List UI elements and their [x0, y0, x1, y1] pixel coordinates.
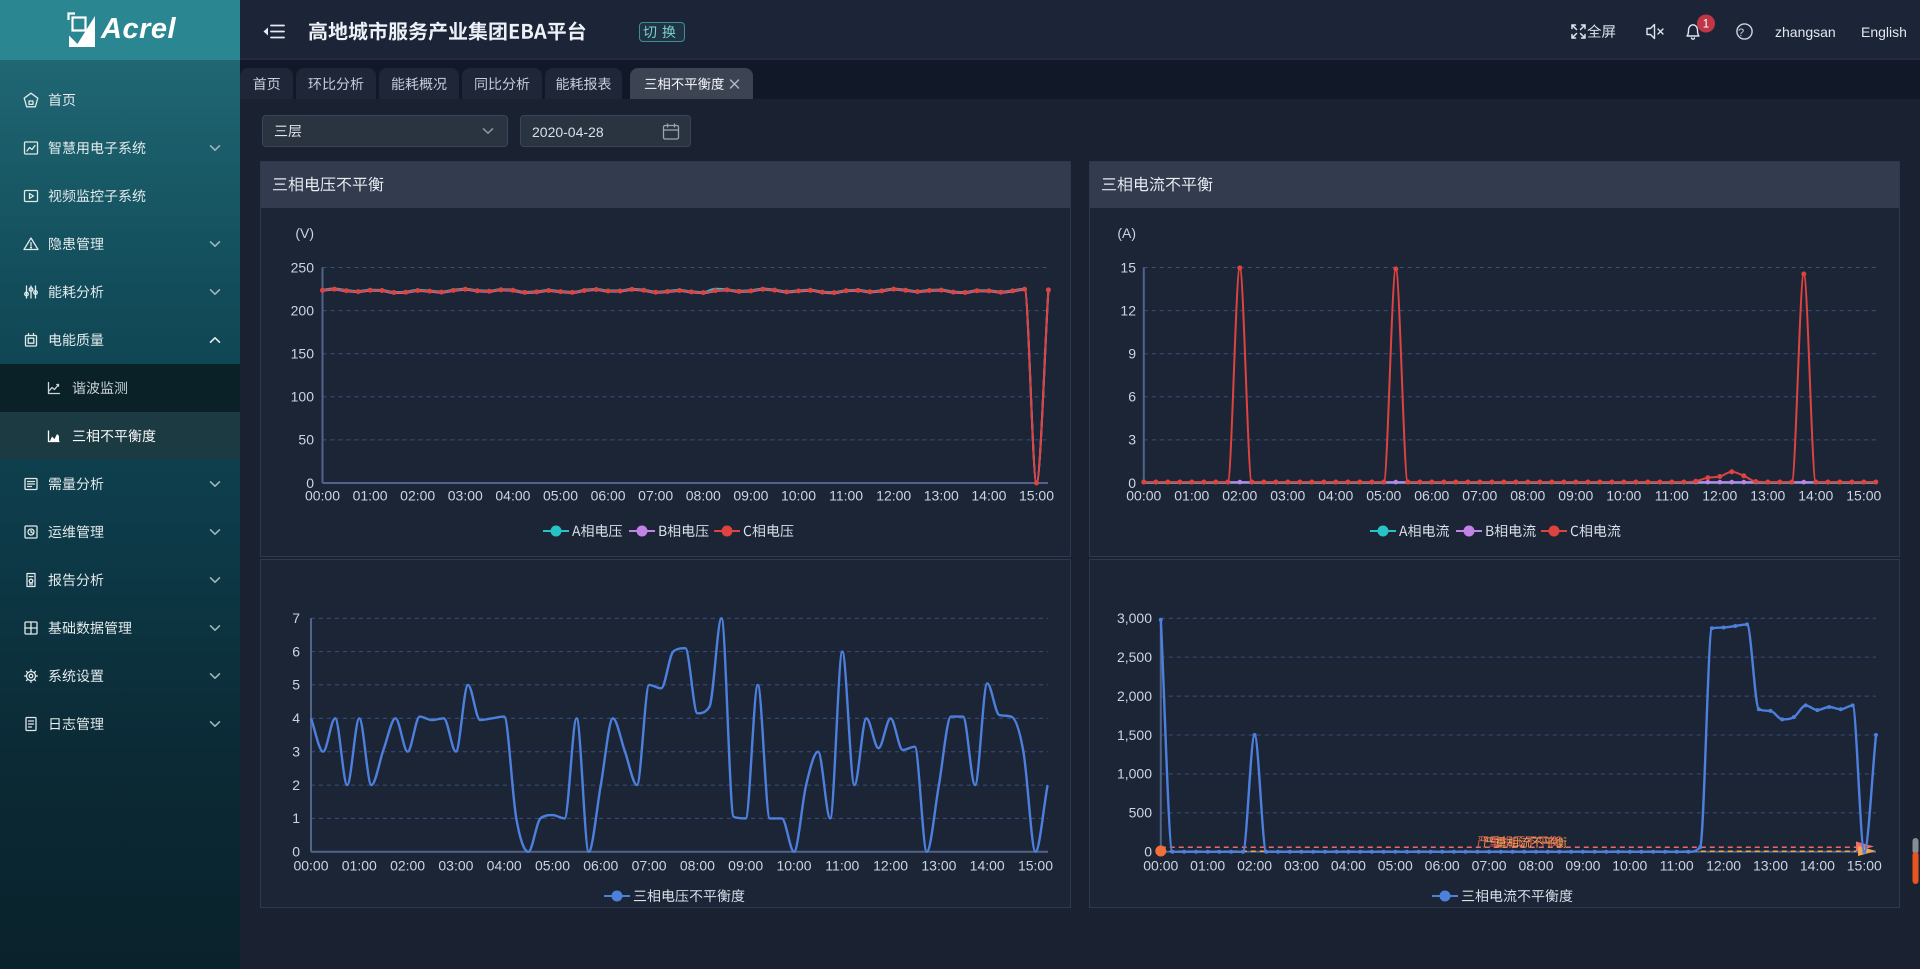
svg-text:12:00: 12:00	[1702, 488, 1737, 504]
svg-text:3: 3	[292, 744, 300, 760]
svg-text:02:00: 02:00	[400, 488, 435, 504]
svg-text:05:00: 05:00	[1366, 488, 1401, 504]
svg-text:1,500: 1,500	[1117, 727, 1152, 743]
svg-text:1,000: 1,000	[1117, 766, 1152, 782]
svg-text:07:00: 07:00	[632, 858, 667, 874]
svg-text:07:00: 07:00	[1462, 488, 1497, 504]
svg-text:0: 0	[292, 844, 300, 860]
svg-text:14:00: 14:00	[1798, 488, 1833, 504]
svg-text:150: 150	[291, 346, 315, 362]
svg-text:?: ?	[1738, 27, 1744, 39]
svg-text:08:00: 08:00	[1510, 488, 1545, 504]
svg-text:09:00: 09:00	[733, 488, 768, 504]
svg-text:15:00: 15:00	[1019, 488, 1054, 504]
svg-text:6: 6	[1128, 389, 1136, 405]
svg-text:11:00: 11:00	[1660, 858, 1694, 874]
svg-text:00:00: 00:00	[1143, 858, 1178, 874]
svg-text:13:00: 13:00	[1750, 488, 1785, 504]
svg-text:12:00: 12:00	[1706, 858, 1741, 874]
svg-text:7: 7	[292, 610, 300, 626]
svg-text:6: 6	[292, 643, 300, 659]
svg-text:05:00: 05:00	[1378, 858, 1413, 874]
svg-text:03:00: 03:00	[448, 488, 483, 504]
svg-text:00:00: 00:00	[1126, 488, 1161, 504]
svg-text:01:00: 01:00	[342, 858, 377, 874]
svg-text:00:00: 00:00	[305, 488, 340, 504]
svg-text:15:00: 15:00	[1018, 858, 1053, 874]
svg-text:12:00: 12:00	[876, 488, 911, 504]
svg-text:03:00: 03:00	[1270, 488, 1305, 504]
svg-text:08:00: 08:00	[680, 858, 715, 874]
svg-text:14:00: 14:00	[970, 858, 1005, 874]
svg-text:04:00: 04:00	[487, 858, 522, 874]
svg-text:04:00: 04:00	[495, 488, 530, 504]
svg-text:02:00: 02:00	[1237, 858, 1272, 874]
svg-text:09:00: 09:00	[1565, 858, 1600, 874]
svg-text:14:00: 14:00	[1800, 858, 1835, 874]
svg-text:11:00: 11:00	[1655, 488, 1689, 504]
svg-text:09:00: 09:00	[1558, 488, 1593, 504]
svg-text:13:00: 13:00	[1753, 858, 1788, 874]
svg-text:15:00: 15:00	[1846, 488, 1881, 504]
svg-text:02:00: 02:00	[1222, 488, 1257, 504]
svg-text:06:00: 06:00	[591, 488, 626, 504]
svg-text:15: 15	[1120, 259, 1136, 275]
svg-text:(A): (A)	[1117, 225, 1136, 241]
svg-text:3,000: 3,000	[1117, 610, 1152, 626]
svg-text:06:00: 06:00	[1414, 488, 1449, 504]
svg-text:50: 50	[298, 432, 314, 448]
svg-text:1: 1	[1703, 19, 1709, 31]
svg-text:100: 100	[291, 389, 315, 405]
svg-text:07:00: 07:00	[638, 488, 673, 504]
svg-text:02:00: 02:00	[390, 858, 425, 874]
svg-text:07:00: 07:00	[1472, 858, 1507, 874]
svg-text:04:00: 04:00	[1318, 488, 1353, 504]
svg-text:0: 0	[1128, 475, 1136, 491]
svg-text:08:00: 08:00	[686, 488, 721, 504]
svg-text:200: 200	[291, 302, 315, 318]
svg-text:11:00: 11:00	[825, 858, 859, 874]
svg-text:14:00: 14:00	[971, 488, 1006, 504]
svg-text:12:00: 12:00	[873, 858, 908, 874]
svg-text:05:00: 05:00	[535, 858, 570, 874]
svg-text:2: 2	[292, 777, 300, 793]
svg-text:06:00: 06:00	[1425, 858, 1460, 874]
svg-text:03:00: 03:00	[438, 858, 473, 874]
svg-text:13:00: 13:00	[921, 858, 956, 874]
svg-text:10:00: 10:00	[1606, 488, 1641, 504]
svg-text:11:00: 11:00	[829, 488, 863, 504]
svg-text:00:00: 00:00	[293, 858, 328, 874]
svg-text:12: 12	[1120, 302, 1136, 318]
svg-text:10:00: 10:00	[781, 488, 816, 504]
svg-text:5: 5	[292, 677, 300, 693]
svg-text:1: 1	[292, 810, 300, 826]
svg-text:04:00: 04:00	[1331, 858, 1366, 874]
svg-text:08:00: 08:00	[1518, 858, 1553, 874]
svg-text:2,500: 2,500	[1117, 649, 1152, 665]
svg-text:01:00: 01:00	[1174, 488, 1209, 504]
svg-text:(V): (V)	[295, 225, 314, 241]
svg-text:03:00: 03:00	[1284, 858, 1319, 874]
svg-text:3: 3	[1128, 432, 1136, 448]
svg-text:13:00: 13:00	[924, 488, 959, 504]
svg-text:2,000: 2,000	[1117, 688, 1152, 704]
svg-text:4: 4	[292, 710, 300, 726]
svg-text:10:00: 10:00	[1612, 858, 1647, 874]
svg-text:09:00: 09:00	[728, 858, 763, 874]
svg-text:15:00: 15:00	[1847, 858, 1882, 874]
svg-text:0: 0	[306, 475, 314, 491]
svg-text:250: 250	[291, 259, 315, 275]
svg-text:0: 0	[1144, 844, 1152, 860]
svg-text:500: 500	[1129, 805, 1153, 821]
svg-text:9: 9	[1128, 346, 1136, 362]
svg-text:05:00: 05:00	[543, 488, 578, 504]
svg-text:10:00: 10:00	[776, 858, 811, 874]
svg-text:06:00: 06:00	[583, 858, 618, 874]
svg-text:01:00: 01:00	[1190, 858, 1225, 874]
svg-text:01:00: 01:00	[353, 488, 388, 504]
